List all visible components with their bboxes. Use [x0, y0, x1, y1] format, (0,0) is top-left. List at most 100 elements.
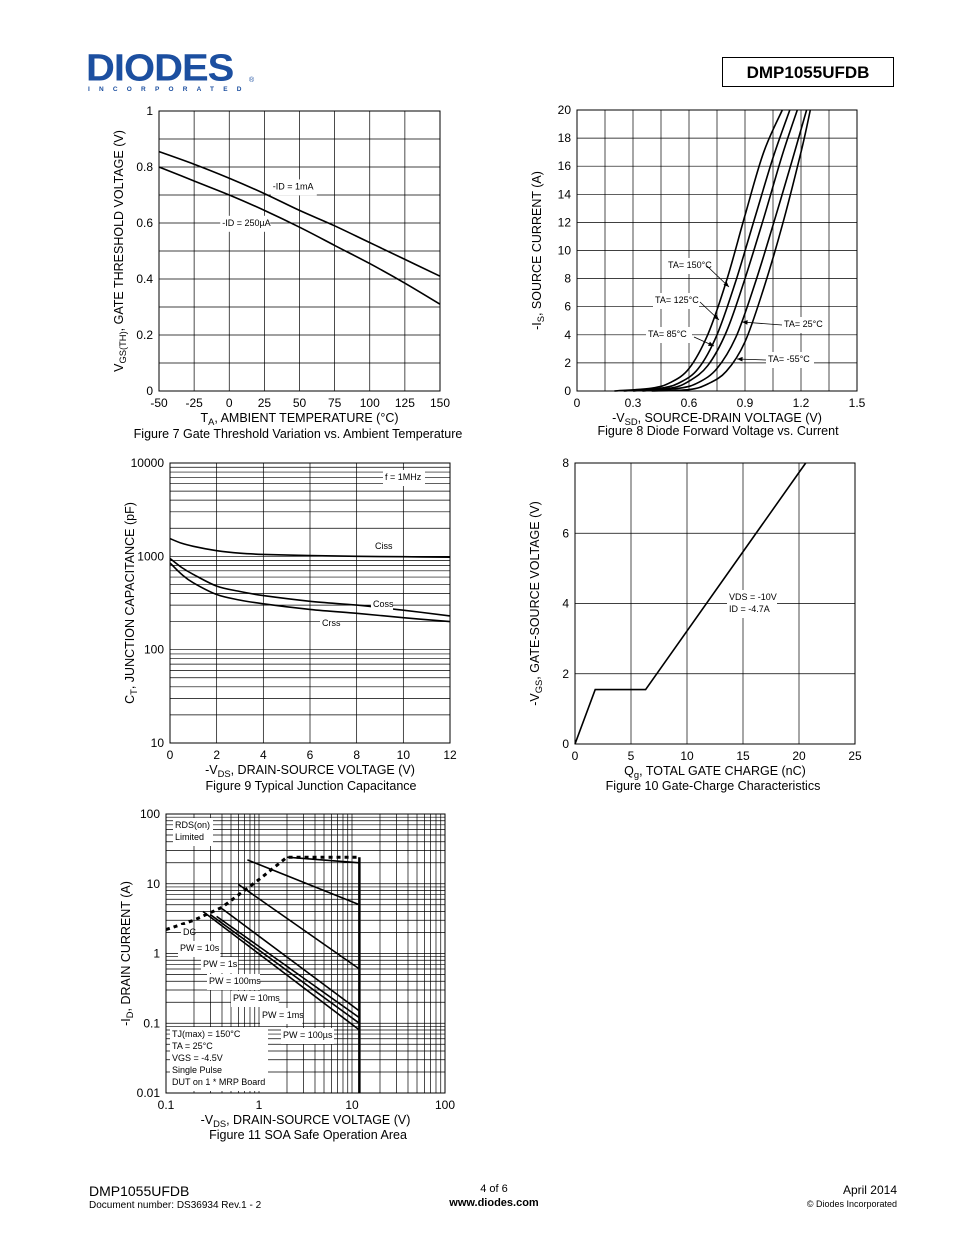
figure-caption: Figure 10 Gate-Charge Characteristics: [606, 779, 821, 793]
annotation-text: TJ(max) = 150°C: [172, 1029, 241, 1039]
annotation-bg: [766, 352, 814, 368]
y-tick-label: 0.01: [137, 1086, 161, 1100]
footer-website[interactable]: www.diodes.com: [449, 1197, 539, 1209]
x-tick-label: 1.5: [849, 396, 866, 410]
x-tick-label: 8: [353, 748, 360, 762]
annotation-text: RDS(on): [175, 820, 210, 830]
logo-subtitle: INCORPORATED: [88, 86, 251, 93]
y-axis-label: -VGS, GATE-SOURCE VOLTAGE (V): [528, 501, 544, 706]
y-tick-label: 0.2: [136, 328, 153, 342]
annotation-bg: [281, 1028, 334, 1044]
annotation-text: TA= 150°C: [668, 260, 712, 270]
series-line: [651, 109, 812, 392]
plot-frame: [169, 462, 451, 744]
annotation-bg: [178, 941, 221, 957]
series-line: [286, 856, 360, 864]
annotation-text: TA= -55°C: [768, 354, 810, 364]
figure-caption: Figure 9 Typical Junction Capacitance: [206, 779, 417, 793]
series-line: [209, 914, 360, 1024]
plot-frame: [165, 813, 446, 1094]
series-line: [642, 109, 808, 392]
x-tick-label: 25: [848, 749, 862, 763]
x-tick-label: 0: [572, 749, 579, 763]
y-tick-label: 20: [558, 103, 572, 117]
annotation-text: Single Pulse: [172, 1065, 222, 1075]
x-axis-label: Qg, TOTAL GATE CHARGE (nC): [624, 764, 806, 780]
x-tick-label: 150: [430, 396, 450, 410]
x-tick-label: -50: [150, 396, 168, 410]
fig9-chart: 0 2 4 6 8 10 12 10 100 1000 10000 -VDS, DRAIN-SOURC…: [123, 456, 457, 793]
annotation-box: Ciss: [373, 539, 393, 555]
x-tick-label: 75: [328, 396, 342, 410]
annotation-bg: [383, 470, 425, 486]
y-tick-label: 14: [558, 187, 572, 201]
x-tick-label: 100: [360, 396, 380, 410]
x-tick-label: 0.6: [681, 396, 698, 410]
y-tick-label: 0.4: [136, 272, 153, 286]
y-tick-label: 6: [564, 300, 571, 314]
y-tick-label: 10: [151, 736, 165, 750]
y-axis-label: -ID, DRAIN CURRENT (A): [119, 881, 135, 1026]
grid: [576, 109, 858, 392]
x-tick-label: 1: [256, 1098, 263, 1112]
fig7-chart: -50 -25 0 25 50 75 100 125 150 0 0.2 0.4 0.6 0.8 1 TA, …: [112, 104, 462, 441]
annotation-text: PW = 100µs: [283, 1030, 333, 1040]
series-line: [158, 166, 441, 305]
annotation-text: PW = 10s: [180, 943, 220, 953]
x-tick-label: 25: [258, 396, 272, 410]
x-tick-label: 12: [443, 748, 457, 762]
footer-part-number: DMP1055UFDB: [89, 1183, 190, 1199]
y-axis-label: CT, JUNCTION CAPACITANCE (pF): [123, 502, 139, 704]
y-tick-label: 10: [558, 244, 572, 258]
annotation-text: Coss: [373, 599, 394, 609]
x-tick-label: 50: [293, 396, 307, 410]
annotation-text: TA= 125°C: [655, 295, 699, 305]
annotation-text: TA = 25°C: [172, 1041, 213, 1051]
annotation-bg: [207, 974, 260, 990]
series-line: [632, 109, 799, 392]
annotation-text: f = 1MHz: [385, 472, 422, 482]
y-tick-label: 10000: [131, 456, 165, 470]
annotation-text: DC: [183, 927, 196, 937]
x-tick-label: 20: [792, 749, 806, 763]
x-tick-label: 10: [345, 1098, 359, 1112]
annotation-bg: [181, 925, 192, 941]
figure-caption: Figure 7 Gate Threshold Variation vs. Am…: [134, 427, 463, 441]
series-line: [247, 859, 360, 906]
series-line: [158, 150, 441, 277]
y-tick-label: 0: [564, 384, 571, 398]
annotation-bg: [653, 293, 699, 309]
x-tick-label: 0: [574, 396, 581, 410]
annotation-bg: [270, 179, 317, 196]
series-line: [237, 883, 360, 970]
arrowhead: [742, 320, 748, 325]
annotation-text: TA= 85°C: [648, 329, 687, 339]
annotation-text: Crss: [322, 618, 341, 628]
y-tick-label: 1: [146, 104, 153, 118]
y-tick-label: 1: [153, 947, 160, 961]
annotation-bg: [170, 1027, 268, 1091]
x-axis-label: -VDS, DRAIN-SOURCE VOLTAGE (V): [205, 763, 415, 779]
x-axis-label: -VSD, SOURCE-DRAIN VOLTAGE (V): [612, 411, 822, 427]
annotation-text: VGS = -4.5V: [172, 1053, 223, 1063]
annotation-box: f = 1MHz: [383, 470, 425, 486]
annotation-box: TJ(max) = 150°C TA = 25°C VGS = -4.5V Singl…: [170, 1027, 268, 1091]
y-tick-label: 8: [562, 456, 569, 470]
footer-document-number: Document number: DS36934 Rev.1 - 2: [89, 1200, 262, 1211]
x-tick-label: 6: [307, 748, 314, 762]
annotation-box: TA= 150°C: [666, 258, 712, 274]
x-axis-label: TA, AMBIENT TEMPERATURE (°C): [200, 411, 398, 427]
annotation-bg: [727, 590, 777, 618]
y-tick-label: 12: [558, 215, 572, 229]
y-axis-label: -IS, SOURCE CURRENT (A): [530, 171, 546, 330]
x-tick-label: 10: [397, 748, 411, 762]
annotation-text: Ciss: [375, 541, 393, 551]
annotation-box: Coss: [371, 597, 394, 613]
annotation-box: VDS = -10V ID = -4.7A: [727, 590, 777, 618]
x-tick-label: 125: [395, 396, 415, 410]
x-axis-label: -VDS, DRAIN-SOURCE VOLTAGE (V): [201, 1113, 411, 1129]
x-tick-label: -25: [185, 396, 203, 410]
annotation-box: Crss: [320, 616, 341, 632]
y-tick-label: 0.1: [143, 1016, 160, 1030]
